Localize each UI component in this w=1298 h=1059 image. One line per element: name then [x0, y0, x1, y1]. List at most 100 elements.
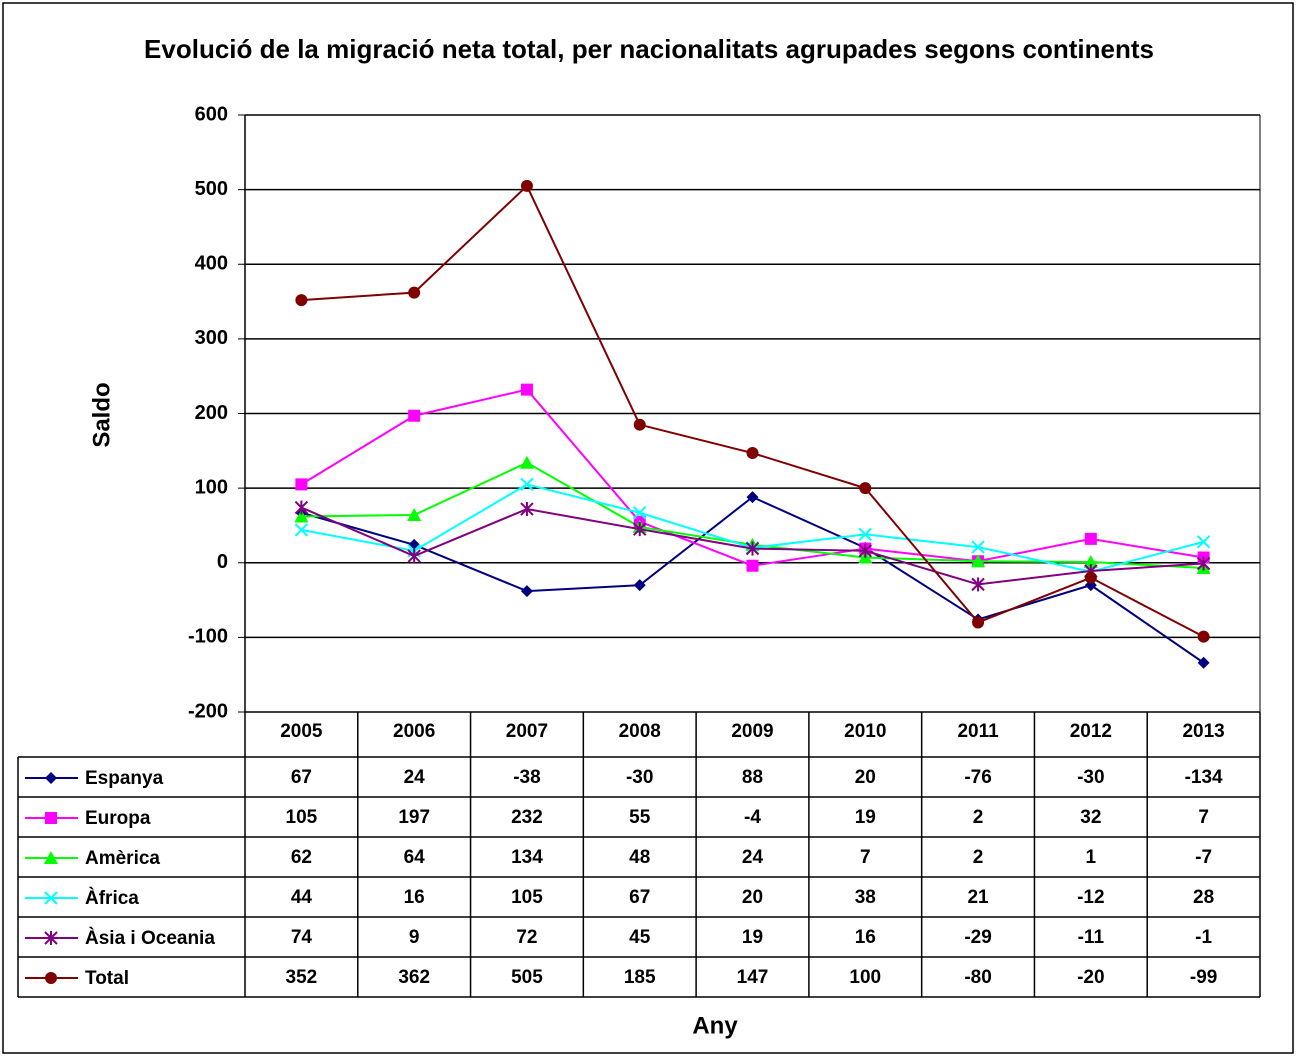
table-value: 197	[398, 807, 430, 828]
marker	[1083, 555, 1098, 569]
marker	[1196, 556, 1211, 571]
table-value: -99	[1190, 967, 1217, 988]
table-value: 147	[737, 967, 769, 988]
table-value: 19	[855, 807, 876, 828]
marker	[1196, 535, 1211, 549]
table-value: 38	[855, 887, 876, 908]
marker	[520, 502, 534, 517]
table-value: 74	[291, 927, 313, 948]
table-value: 7	[1198, 807, 1209, 828]
marker-shape	[407, 549, 421, 564]
marker-shape	[294, 500, 309, 515]
table-value: 32	[1080, 807, 1101, 828]
table-value: -30	[1077, 767, 1104, 788]
marker-shape	[971, 577, 985, 592]
legend-label: Europa	[85, 808, 151, 829]
marker-shape	[1196, 535, 1211, 549]
table-value: 67	[629, 887, 650, 908]
table-value: 7	[860, 847, 871, 868]
marker	[407, 549, 421, 564]
marker	[520, 477, 534, 492]
marker	[971, 554, 986, 568]
marker	[1084, 532, 1097, 545]
marker	[45, 772, 57, 784]
table-value: 16	[855, 927, 876, 948]
marker	[408, 286, 421, 299]
table-value: 134	[511, 847, 543, 868]
table-value: -7	[1195, 847, 1212, 868]
marker	[44, 891, 58, 905]
y-tick-label: 600	[195, 103, 228, 125]
marker-shape	[1197, 630, 1210, 643]
table-value: 362	[398, 967, 430, 988]
table-value: 1	[1086, 847, 1097, 868]
table-value: 2	[973, 807, 984, 828]
marker	[294, 500, 309, 515]
x-tick-label: 2013	[1182, 721, 1224, 742]
marker	[45, 812, 57, 824]
marker-shape	[1197, 656, 1210, 669]
table-value: 24	[404, 767, 426, 788]
table-value: 232	[511, 807, 543, 828]
table-value: -80	[964, 967, 991, 988]
marker-shape	[1084, 532, 1097, 545]
marker	[1084, 571, 1097, 584]
marker-shape	[520, 179, 533, 192]
table-value: 9	[409, 927, 420, 948]
marker	[519, 455, 534, 469]
marker-shape	[858, 527, 872, 542]
table-value: 20	[742, 887, 763, 908]
marker-shape	[1083, 555, 1098, 569]
table-value: 105	[286, 807, 318, 828]
chart-title: Evolució de la migració neta total, per …	[144, 34, 1154, 64]
marker	[858, 543, 872, 558]
marker	[1197, 630, 1210, 643]
marker	[45, 972, 57, 984]
x-tick-label: 2008	[619, 721, 661, 742]
table-value: 44	[291, 887, 313, 908]
marker-shape	[44, 931, 58, 945]
marker	[972, 616, 985, 629]
marker-shape	[633, 579, 646, 592]
table-value: -30	[626, 767, 653, 788]
x-tick-label: 2006	[393, 721, 435, 742]
marker-shape	[44, 891, 58, 905]
table-value: 28	[1193, 887, 1214, 908]
marker-shape	[408, 409, 421, 422]
table-value: 105	[511, 887, 543, 908]
y-tick-label: 400	[195, 253, 228, 275]
marker-shape	[745, 541, 760, 556]
marker	[859, 482, 872, 495]
marker-shape	[44, 851, 58, 864]
table-value: 352	[286, 967, 318, 988]
marker-shape	[971, 540, 985, 554]
marker-shape	[1196, 556, 1211, 571]
table-value: -76	[964, 767, 991, 788]
table-value: 2	[973, 847, 984, 868]
x-tick-label: 2011	[957, 721, 999, 742]
table-value: 24	[742, 847, 764, 868]
marker-shape	[746, 447, 759, 460]
marker	[295, 294, 308, 307]
marker-shape	[519, 455, 534, 469]
y-tick-label: 100	[195, 476, 228, 498]
marker-shape	[295, 478, 308, 491]
marker	[633, 506, 647, 520]
table-value: 64	[404, 847, 426, 868]
marker	[633, 522, 647, 537]
marker	[520, 383, 533, 396]
marker	[858, 527, 872, 542]
x-tick-label: 2009	[731, 721, 773, 742]
x-tick-label: 2007	[506, 721, 548, 742]
y-tick-label: -100	[188, 626, 228, 648]
marker	[294, 523, 309, 537]
marker-shape	[295, 294, 308, 307]
marker-shape	[971, 554, 986, 568]
marker	[971, 540, 985, 554]
table-value: -20	[1077, 967, 1104, 988]
x-axis-label: Any	[692, 1012, 738, 1039]
marker-shape	[407, 507, 422, 521]
marker	[633, 579, 646, 592]
marker-shape	[294, 509, 309, 523]
